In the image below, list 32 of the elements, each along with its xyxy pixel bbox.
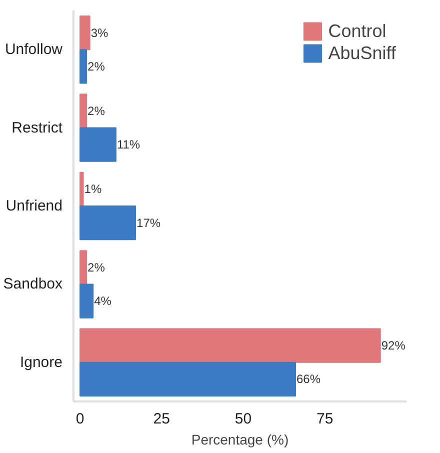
y-tick-label: Sandbox (3, 276, 63, 293)
bar (80, 172, 84, 206)
data-label: 4% (94, 294, 112, 308)
legend-label: Control (328, 20, 386, 42)
bar (80, 250, 88, 285)
data-label: 2% (88, 59, 106, 74)
y-tick-label: Unfriend (6, 198, 63, 214)
bar (80, 328, 381, 363)
x-tick-label: 75 (316, 410, 334, 428)
data-label: 66% (296, 372, 321, 386)
bar (80, 127, 116, 162)
x-tick-label: 0 (76, 410, 84, 428)
y-tick-label: Ignore (20, 354, 63, 371)
legend-label: AbuSniff (328, 42, 396, 64)
bar (80, 206, 136, 240)
data-label: 17% (136, 216, 161, 230)
data-label: 92% (381, 338, 406, 353)
data-label: 11% (116, 138, 140, 152)
data-label: 1% (84, 182, 102, 196)
bar (80, 15, 90, 50)
bar (80, 94, 88, 128)
bar (80, 49, 88, 84)
bar (80, 284, 94, 318)
data-label: 2% (88, 104, 106, 118)
x-axis-title: Percentage (%) (191, 432, 289, 448)
y-tick-label: Restrict (12, 119, 64, 136)
y-tick-label: Unfollow (4, 41, 63, 58)
bar (80, 362, 296, 397)
x-tick-label: 25 (153, 410, 170, 428)
data-label: 2% (88, 260, 106, 274)
data-label: 3% (90, 26, 108, 40)
x-tick-label: 50 (234, 410, 252, 428)
